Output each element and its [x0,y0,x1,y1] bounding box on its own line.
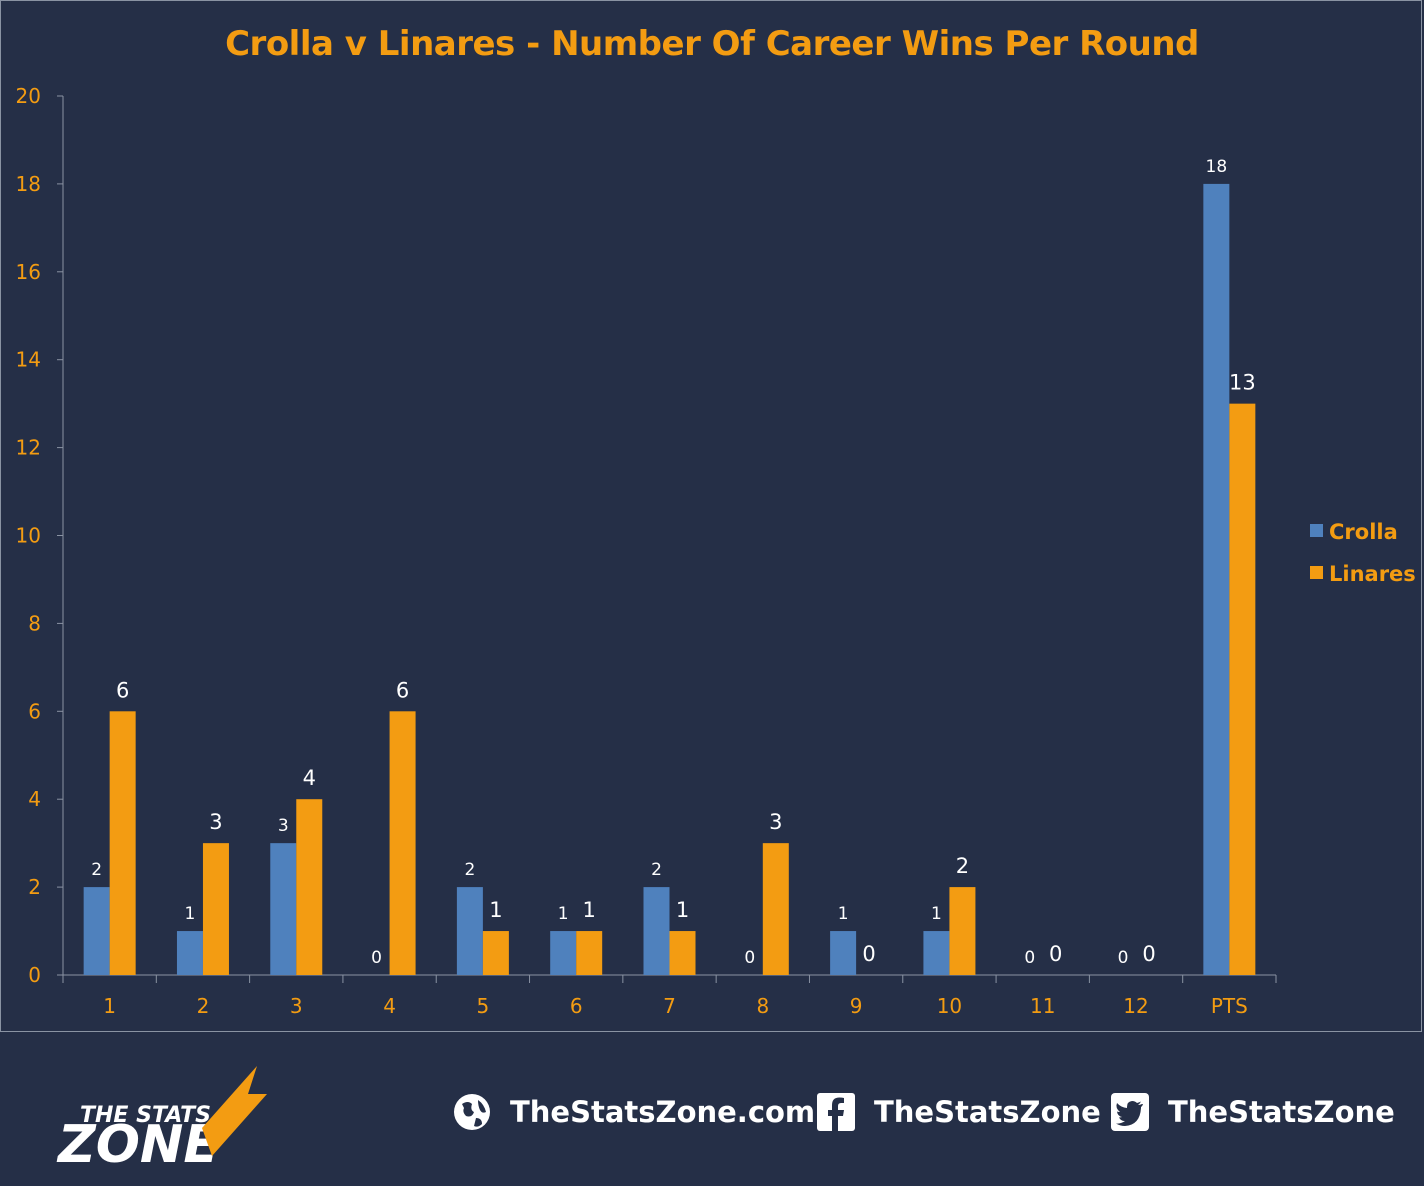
bar-linares [949,887,976,975]
facebook-link[interactable]: TheStatsZone [816,1090,1101,1134]
data-label-crolla: 1 [558,904,569,924]
chart-panel: Crolla v Linares - Number Of Career Wins… [0,0,1422,1032]
data-label-linares: 2 [956,854,969,878]
data-label-crolla: 0 [1024,948,1035,968]
y-tick-label: 8 [28,611,41,635]
data-label-linares: 6 [396,678,409,702]
x-tick-label: 9 [850,994,863,1018]
bar-crolla [830,931,857,975]
globe-icon [454,1094,490,1130]
data-label-crolla: 3 [278,816,289,836]
x-tick-label: 10 [937,994,962,1018]
bar-crolla [550,931,577,975]
data-label-crolla: 1 [185,904,196,924]
data-label-crolla: 2 [91,860,102,880]
data-label-crolla: 0 [371,948,382,968]
twitter-icon [1111,1093,1149,1131]
y-tick-label: 18 [16,172,41,196]
data-label-crolla: 18 [1206,157,1228,177]
data-label-crolla: 2 [651,860,662,880]
logo-text-line1: THE STATS [80,1103,211,1128]
legend-label-crolla: Crolla [1329,520,1398,544]
x-tick-label: 8 [756,994,769,1018]
data-label-crolla: 1 [838,904,849,924]
chart-title: Crolla v Linares - Number Of Career Wins… [225,24,1199,64]
y-tick-label: 0 [28,963,41,987]
facebook-icon [817,1093,855,1131]
data-label-linares: 3 [209,810,222,834]
x-tick-label: 4 [383,994,396,1018]
y-tick-label: 2 [28,875,41,899]
data-label-linares: 1 [489,898,502,922]
data-label-linares: 13 [1229,371,1256,395]
legend-swatch-linares [1310,566,1323,579]
y-tick-label: 10 [16,524,41,548]
bar-linares [669,931,696,975]
twitter-link[interactable]: TheStatsZone [1110,1090,1395,1134]
data-label-linares: 0 [862,942,875,966]
website-link[interactable]: TheStatsZone.com [452,1090,815,1134]
data-label-crolla: 1 [931,904,942,924]
data-label-linares: 3 [769,810,782,834]
legend: Crolla Linares [1310,520,1416,586]
y-tick-label: 14 [16,348,41,372]
twitter-text: TheStatsZone [1168,1095,1395,1129]
stats-zone-logo: THE STATS ZONE [56,1066,267,1166]
data-label-linares: 0 [1049,942,1062,966]
x-tick-label: 11 [1030,994,1055,1018]
x-tick-label: 1 [103,994,116,1018]
data-label-linares: 6 [116,678,129,702]
data-label-linares: 1 [583,898,596,922]
x-tick-label: 5 [477,994,490,1018]
bar-linares [576,931,603,975]
bar-linares [1229,403,1256,975]
y-tick-label: 4 [28,787,41,811]
bar-crolla [456,887,483,975]
bar-linares [389,711,416,975]
bar-crolla [1203,183,1230,975]
y-tick-label: 20 [16,84,41,108]
data-label-crolla: 0 [744,948,755,968]
data-label-linares: 4 [303,766,316,790]
data-label-linares: 0 [1142,942,1155,966]
bar-crolla [270,843,297,975]
bar-linares [482,931,509,975]
bar-crolla [643,887,670,975]
bar-crolla [83,887,110,975]
x-tick-label: 2 [197,994,210,1018]
bars [83,183,1256,975]
data-label-linares: 1 [676,898,689,922]
bar-crolla [923,931,950,975]
bar-crolla [176,931,203,975]
bar-linares [296,799,323,975]
bar-linares [762,843,789,975]
legend-swatch-crolla [1310,524,1323,537]
footer: THE STATS ZONE TheStatsZone.com TheStats… [0,1034,1424,1186]
facebook-text: TheStatsZone [874,1095,1101,1129]
data-label-crolla: 0 [1118,948,1129,968]
x-tick-label: PTS [1211,994,1248,1018]
x-tick-label: 12 [1123,994,1148,1018]
x-tick-label: 6 [570,994,583,1018]
logo-swoosh [202,1066,267,1156]
bar-linares [109,711,136,975]
y-tick-label: 12 [16,436,41,460]
website-text: TheStatsZone.com [510,1095,816,1129]
x-tick-label: 3 [290,994,303,1018]
logo-text-line2: ZONE [56,1115,219,1166]
x-tick-label: 7 [663,994,676,1018]
y-tick-label: 16 [16,260,41,284]
bar-chart: Crolla v Linares - Number Of Career Wins… [16,24,1416,1018]
y-tick-label: 6 [28,699,41,723]
bar-linares [202,843,229,975]
legend-label-linares: Linares [1329,562,1416,586]
data-label-crolla: 2 [464,860,475,880]
